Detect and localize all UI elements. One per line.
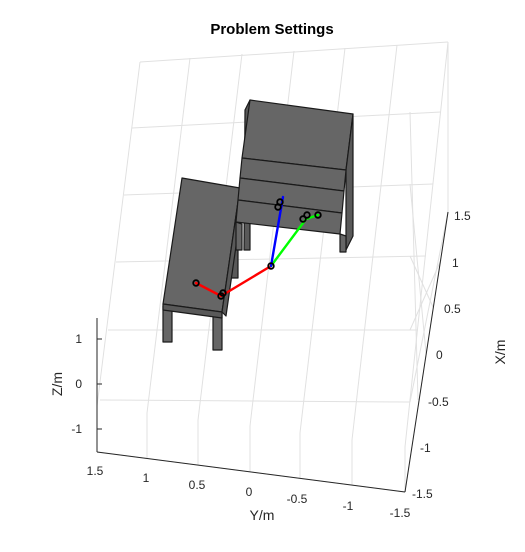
z-axis-label: Z/m — [49, 372, 65, 396]
shelf-right-side — [345, 113, 354, 251]
joint-marker — [303, 211, 311, 219]
z-ticks: 1 0 -1 — [71, 332, 102, 436]
grid-line — [139, 41, 449, 63]
joint-marker — [276, 198, 284, 206]
grid-line — [409, 111, 419, 401]
shelf — [235, 99, 354, 253]
y-tick-label: 0 — [246, 485, 253, 499]
x-tick-label: -1 — [420, 441, 431, 455]
x-axis-label: X/m — [492, 340, 508, 365]
x-tick-label: -1.5 — [412, 487, 433, 501]
table-top-edge — [162, 303, 223, 319]
shelf-leg — [235, 221, 243, 251]
axes — [96, 211, 449, 493]
joint-marker — [267, 262, 275, 270]
z-tick-label: -1 — [71, 422, 82, 436]
y-tick-label: 0.5 — [189, 478, 206, 492]
joint-marker — [299, 215, 307, 223]
y-axis-label: Y/m — [250, 507, 275, 523]
grid-line — [96, 61, 141, 407]
grid-line — [299, 47, 346, 434]
x-tick-label: 1 — [452, 256, 459, 270]
x-tick-label: 0.5 — [444, 302, 461, 316]
chart-title: Problem Settings — [210, 21, 333, 38]
y-tick-label: -1.5 — [390, 506, 411, 520]
grid-line — [409, 259, 442, 331]
joint-marker — [219, 289, 227, 297]
grid-line — [351, 44, 398, 441]
y-tick-label: 1.5 — [87, 464, 104, 478]
x-ticks: 1.5 1 0.5 0 -0.5 -1 -1.5 — [412, 209, 471, 501]
y-tick-label: -0.5 — [287, 492, 308, 506]
shelf-leg — [339, 233, 347, 253]
y-tick-label: -1 — [343, 499, 354, 513]
grid-line — [409, 211, 449, 403]
x-tick-label: -0.5 — [428, 395, 449, 409]
robot — [192, 195, 322, 300]
joint-marker — [314, 211, 322, 219]
y-axis-line — [96, 451, 406, 493]
grid-line — [404, 41, 449, 448]
grid-line — [146, 57, 191, 414]
z-tick-label: 0 — [75, 377, 82, 391]
joint-marker — [192, 279, 200, 287]
y-tick-label: 1 — [143, 471, 150, 485]
x-axis-line — [404, 211, 449, 493]
y-ticks: 1.5 1 0.5 0 -0.5 -1 -1.5 — [87, 464, 411, 520]
z-tick-label: 1 — [75, 332, 82, 346]
grid-line — [99, 399, 411, 403]
grid-line — [409, 255, 434, 308]
table — [162, 177, 245, 351]
x-tick-label: 0 — [436, 348, 443, 362]
x-tick-label: 1.5 — [454, 209, 471, 223]
